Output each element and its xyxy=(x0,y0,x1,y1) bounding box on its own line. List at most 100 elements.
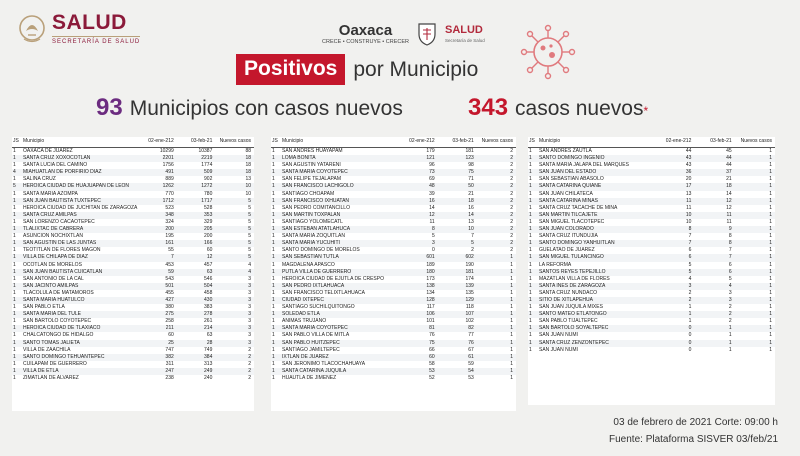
casos-actuales-cell: 5 xyxy=(728,275,732,282)
jurisdiccion-cell: 1 xyxy=(13,218,16,225)
jurisdiccion-cell: 1 xyxy=(271,183,281,191)
casos-previos-cell: 382 xyxy=(138,353,177,361)
table-row: 1 SANTIAGO JAMILTEPEC 66 67 1 xyxy=(271,347,516,354)
casos-actuales-cell: 12 xyxy=(726,204,732,211)
jurisdiccion-cell: 1 xyxy=(271,353,281,361)
municipio-cell: SANTA CATARINA QUIANE xyxy=(538,183,655,191)
table-body-3: 1 SAN ANDRES ZAUTLA 44 45 1 1 SANTO DOMINGO IN… xyxy=(528,148,775,354)
nuevos-casos-cell: 1 xyxy=(769,304,772,311)
municipios-count: 93 xyxy=(96,94,123,121)
jurisdiccion-cell: 4 xyxy=(12,169,22,177)
casos-actuales-cell: 45 xyxy=(726,148,732,154)
casos-actuales-cell: 1 xyxy=(728,346,732,353)
table-row: 1 SANTA CRUZ ZENZONTEPEC 0 1 1 xyxy=(528,339,775,347)
jurisdiccion-cell: 1 xyxy=(529,148,532,154)
jurisdiccion-cell: 1 xyxy=(272,148,275,154)
nuevos-casos-cell: 5 xyxy=(248,247,251,254)
municipio-cell: IXTLAN DE JUAREZ xyxy=(281,353,399,361)
jurisdiccion-cell: 1 xyxy=(13,332,16,339)
jurisdiccion-cell: 1 xyxy=(529,275,532,282)
jurisdiccion-cell: 1 xyxy=(12,268,22,276)
salud-small-text: SALUD xyxy=(444,24,483,36)
municipio-cell: CIUDAD IXTEPEC xyxy=(281,296,399,305)
table-row: 1 SAN FRANCISCO TELIXTLAHUACA 134 135 1 xyxy=(271,290,516,297)
casos-previos-cell: 770 xyxy=(165,190,174,197)
jurisdiccion-cell: 1 xyxy=(13,304,16,311)
table-row: 1 SANTO MATEO ETLATONGO 1 2 1 xyxy=(528,311,775,319)
casos-previos-cell: 69 xyxy=(429,176,435,183)
casos-previos-cell: 3 xyxy=(654,282,695,290)
casos-actuales-cell: 2 xyxy=(728,318,732,325)
table-row: 1 HEROICA CIUDAD DE TLAXIACO 211 214 3 xyxy=(12,325,254,333)
casos-previos-cell: 43 xyxy=(685,162,692,169)
nuevos-casos-cell: 1 xyxy=(476,367,516,375)
nuevos-casos-cell: 2 xyxy=(476,226,516,234)
jurisdiccion-cell: 1 xyxy=(12,339,22,347)
municipio-cell: SANTOS REYES TEPEJILLO xyxy=(538,268,655,276)
casos-previos-cell: 311 xyxy=(165,360,174,367)
municipio-cell: VILLA DE ETLA xyxy=(22,367,139,375)
jurisdiccion-cell: 1 xyxy=(272,204,275,211)
salud-small-subtitle: Secretaría de Salud xyxy=(444,38,485,43)
jurisdiccion-cell: 1 xyxy=(272,190,275,197)
table-row: 1 SANTA MARIA JALAPA DEL MARQUES 43 44 1 xyxy=(528,162,775,169)
casos-actuales-cell: 5 xyxy=(437,240,477,248)
nuevos-casos-cell: 3 xyxy=(248,304,251,311)
municipio-cell: SAN JUAN ÑUMI xyxy=(539,332,578,339)
nuevos-casos-cell: 3 xyxy=(215,296,254,305)
municipio-cell: SANTO MATEO ETLATONGO xyxy=(538,311,655,319)
jurisdiccion-cell: 1 xyxy=(13,261,16,268)
nuevos-casos-cell: 4 xyxy=(248,261,251,268)
casos-previos-cell: 106 xyxy=(398,311,438,319)
casos-actuales-cell: 329 xyxy=(204,218,213,225)
casos-actuales-cell: 71 xyxy=(468,176,474,183)
nuevos-casos-cell: 2 xyxy=(510,233,513,240)
nuevos-casos-cell: 1 xyxy=(476,254,516,262)
casos-previos-cell: 75 xyxy=(398,339,438,347)
nuevos-casos-cell: 1 xyxy=(734,296,775,305)
jurisdiccion-cell: 1 xyxy=(271,296,281,305)
casos-actuales-cell: 63 xyxy=(206,332,213,339)
casos-previos-cell: 16 xyxy=(398,197,438,205)
casos-actuales-cell: 7 xyxy=(471,233,474,240)
jurisdiccion-cell: 1 xyxy=(12,311,22,319)
jurisdiccion-cell: 1 xyxy=(528,296,538,305)
casos-previos-cell: 5 xyxy=(688,261,692,268)
nuevos-casos-cell: 1 xyxy=(510,289,513,296)
table-row: 1 VILLA DE ZAACHILA 747 749 2 xyxy=(12,347,254,354)
municipio-cell: HUAUTLA DE JIMENEZ xyxy=(282,375,337,381)
nuevos-casos-cell: 1 xyxy=(476,353,516,361)
municipio-cell: SAN PABLO ETLA xyxy=(23,304,65,311)
jurisdiccion-cell: 1 xyxy=(271,226,281,234)
table-row: 1 GUELATAO DE JUAREZ 6 7 1 xyxy=(528,247,775,254)
casos-previos-cell: 138 xyxy=(398,282,438,290)
header-date-2: 03-feb-21 xyxy=(694,137,735,148)
casos-text: casos nuevos xyxy=(515,97,644,120)
table-row: 1 TEOTITLAN DE FLORES MAGON 55 60 5 xyxy=(12,247,254,254)
nuevos-casos-cell: 2 xyxy=(248,360,251,367)
municipio-cell: SAN JUAN JUQUILA MIXES xyxy=(539,304,603,311)
casos-actuales-cell: 50 xyxy=(437,183,477,191)
table-row: 1 SAN FRANCISCO LACHIGOLO 48 50 2 xyxy=(271,183,516,191)
municipio-cell: HEROICA CIUDAD DE JUCHITAN DE ZARAGOZA xyxy=(23,204,138,211)
header-nuevos: Nuevos casos xyxy=(215,137,254,148)
salud-logo-subtitle: SECRETARÍA DE SALUD xyxy=(52,36,141,45)
table-row: 1 CHALCATONGO DE HIDALGO 60 63 3 xyxy=(12,332,254,339)
table-row: 1 SANTO DOMINGO DE MORELOS 0 2 2 xyxy=(271,247,516,254)
casos-previos-cell: 117 xyxy=(426,304,435,311)
jurisdiccion-cell: 1 xyxy=(13,360,16,367)
table-row: 1 SANTA INES DE ZARAGOZA 3 4 1 xyxy=(528,282,775,290)
casos-previos-cell: 10 xyxy=(685,218,692,225)
nuevos-casos-cell: 3 xyxy=(215,282,254,290)
table-row: 1 SANTA MARIA DEL TULE 275 278 3 xyxy=(12,311,254,319)
municipio-cell: SAN PABLO HUITZEPEC xyxy=(281,339,399,347)
jurisdiccion-cell: 1 xyxy=(13,346,16,353)
municipio-cell: SANTA CATARINA JUQUILA xyxy=(281,367,399,375)
jurisdiccion-cell: 1 xyxy=(528,155,538,163)
casos-previos-cell: 189 xyxy=(426,261,435,268)
casos-actuales-cell: 174 xyxy=(465,275,474,282)
header-municipio: Municipio xyxy=(281,137,399,148)
table-row: 1 SAN PABLO VILLA DE MITLA 76 77 1 xyxy=(271,332,516,339)
nuevos-casos-cell: 1 xyxy=(734,226,775,234)
municipio-cell: SAN SEBASTIAN ABASOLO xyxy=(539,176,604,183)
